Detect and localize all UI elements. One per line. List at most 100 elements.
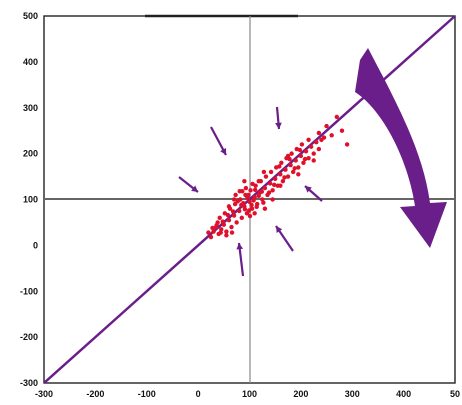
data-point bbox=[256, 178, 261, 184]
data-point bbox=[252, 187, 258, 193]
data-point bbox=[308, 144, 314, 149]
data-point bbox=[339, 128, 345, 133]
data-point bbox=[243, 185, 249, 191]
data-point bbox=[278, 172, 283, 177]
data-point bbox=[311, 151, 316, 156]
data-point bbox=[250, 181, 255, 187]
data-point bbox=[259, 189, 265, 194]
data-point bbox=[225, 212, 231, 218]
data-point bbox=[303, 149, 309, 154]
y-tick-label: 200 bbox=[23, 149, 38, 159]
data-point bbox=[239, 202, 244, 208]
data-point bbox=[226, 217, 232, 223]
inward-arrow bbox=[275, 225, 294, 252]
data-point bbox=[271, 182, 277, 188]
data-point bbox=[283, 167, 288, 172]
data-point bbox=[285, 153, 291, 159]
x-tick-label: -100 bbox=[138, 389, 156, 399]
data-point bbox=[270, 188, 275, 193]
data-point bbox=[220, 219, 225, 224]
data-point bbox=[288, 162, 293, 168]
data-point bbox=[247, 199, 252, 204]
x-tick-label: 300 bbox=[345, 389, 360, 399]
rotation-arrow bbox=[355, 48, 447, 248]
data-point bbox=[311, 158, 316, 163]
data-point bbox=[278, 183, 283, 188]
data-point bbox=[306, 137, 311, 143]
data-point bbox=[268, 169, 274, 175]
data-point bbox=[296, 172, 301, 177]
data-point bbox=[263, 174, 269, 179]
data-point bbox=[324, 123, 329, 129]
data-point bbox=[282, 175, 287, 180]
data-point bbox=[249, 202, 254, 208]
data-point bbox=[321, 135, 327, 140]
data-point bbox=[293, 158, 298, 163]
x-axis-ticks: -300 -200 -100 0 100 200 300 400 50 bbox=[35, 389, 460, 399]
inward-arrow bbox=[210, 126, 227, 156]
data-point bbox=[229, 224, 234, 230]
data-point bbox=[226, 204, 232, 209]
data-point bbox=[298, 153, 304, 159]
data-point bbox=[334, 114, 340, 120]
data-point bbox=[262, 185, 268, 191]
data-point bbox=[329, 133, 334, 138]
y-tick-label: -300 bbox=[20, 378, 38, 388]
data-point bbox=[266, 190, 272, 195]
data-point bbox=[208, 234, 214, 240]
data-point bbox=[235, 199, 240, 204]
y-tick-label: 300 bbox=[23, 103, 38, 113]
data-point bbox=[302, 156, 308, 162]
data-point bbox=[297, 147, 303, 153]
data-point bbox=[296, 165, 301, 170]
data-point bbox=[242, 206, 248, 212]
data-point bbox=[230, 209, 236, 214]
y-tick-label: 0 bbox=[33, 240, 38, 250]
data-point bbox=[231, 213, 237, 218]
data-point bbox=[256, 193, 261, 199]
data-point bbox=[239, 215, 244, 221]
data-points bbox=[206, 114, 350, 240]
y-tick-label: -200 bbox=[20, 332, 38, 342]
y-tick-label: 400 bbox=[23, 57, 38, 67]
inward-arrows bbox=[178, 106, 323, 277]
data-point bbox=[224, 229, 229, 234]
data-point bbox=[261, 200, 266, 205]
data-point bbox=[234, 220, 239, 225]
data-point bbox=[306, 156, 311, 161]
data-point bbox=[316, 130, 322, 136]
data-point bbox=[248, 188, 253, 193]
data-point bbox=[231, 197, 237, 202]
data-point bbox=[280, 178, 286, 184]
data-point bbox=[232, 201, 238, 207]
inward-arrow bbox=[178, 176, 199, 193]
x-tick-label: 400 bbox=[396, 389, 411, 399]
data-point bbox=[279, 160, 284, 165]
x-tick-label: 50 bbox=[450, 389, 460, 399]
data-point bbox=[237, 189, 242, 194]
reference-line-diagonal bbox=[43, 15, 456, 384]
data-point bbox=[261, 169, 267, 175]
data-point bbox=[247, 213, 253, 219]
data-point bbox=[218, 230, 223, 235]
data-point bbox=[270, 197, 275, 202]
data-point bbox=[252, 211, 257, 216]
data-point bbox=[233, 192, 238, 198]
data-point bbox=[285, 174, 291, 179]
data-point bbox=[289, 151, 294, 156]
x-tick-label: -300 bbox=[35, 389, 53, 399]
data-point bbox=[217, 215, 222, 221]
y-tick-label: 100 bbox=[23, 195, 38, 205]
data-point bbox=[206, 230, 211, 235]
data-point bbox=[277, 164, 282, 169]
data-point bbox=[301, 160, 306, 165]
inward-arrow bbox=[304, 185, 323, 202]
data-point bbox=[242, 178, 247, 184]
data-point bbox=[246, 192, 251, 198]
data-point bbox=[314, 139, 319, 145]
data-point bbox=[224, 233, 229, 238]
y-axis-ticks: 500 400 300 200 100 0 -100 -200 -300 bbox=[20, 11, 38, 388]
inward-arrow bbox=[275, 106, 282, 130]
data-point bbox=[267, 181, 273, 186]
